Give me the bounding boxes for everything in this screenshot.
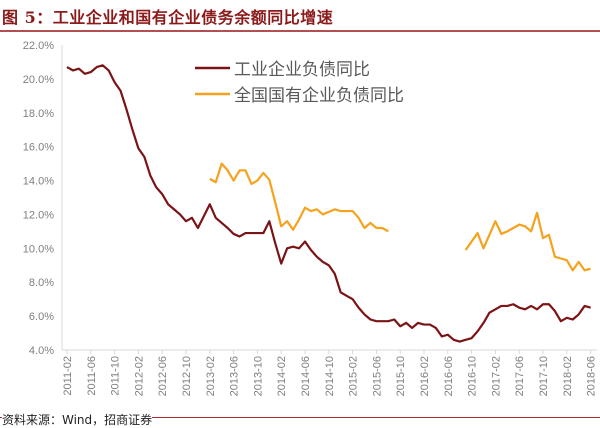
x-tick-label: 2012-10	[181, 356, 193, 396]
x-tick-label: 2014-02	[276, 356, 288, 396]
x-tick-label: 2015-06	[371, 356, 383, 396]
x-tick-label: 2013-06	[229, 356, 241, 396]
x-tick-label: 2018-06	[586, 356, 598, 396]
x-tick-label: 2013-02	[205, 356, 217, 396]
source-note: 资料来源：Wind，招商证券	[2, 411, 153, 428]
y-tick-label: 12.0%	[23, 209, 54, 221]
y-tick-label: 6.0%	[29, 311, 54, 323]
x-tick-label: 2015-10	[395, 356, 407, 396]
x-tick-label: 2013-10	[252, 356, 264, 396]
x-tick-label: 2014-06	[300, 356, 312, 396]
y-tick-label: 18.0%	[23, 108, 54, 120]
x-tick-label: 2016-02	[419, 356, 431, 396]
series-line-2	[464, 211, 591, 272]
x-tick-label: 2012-02	[133, 356, 145, 396]
x-tick-label: 2011-06	[86, 356, 98, 396]
x-tick-label: 2011-10	[110, 356, 122, 396]
x-tick-label: 2012-06	[157, 356, 169, 396]
x-tick-label: 2017-10	[538, 356, 550, 396]
legend-label-1: 工业企业负债同比	[234, 60, 370, 80]
x-tick-label: 2014-10	[324, 356, 336, 396]
figure-title: 图 5：工业企业和国有企业债务余额同比增速	[2, 8, 334, 27]
x-tick-label: 2018-02	[562, 356, 574, 396]
y-tick-label: 4.0%	[29, 345, 54, 357]
y-tick-label: 10.0%	[23, 243, 54, 255]
legend-label-2: 全国国有企业负债同比	[234, 86, 404, 106]
series-line-2	[209, 162, 389, 233]
y-tick-label: 8.0%	[29, 277, 54, 289]
y-tick-label: 14.0%	[23, 176, 54, 188]
x-tick-label: 2011-02	[62, 356, 74, 396]
x-tick-label: 2015-02	[348, 356, 360, 396]
y-tick-label: 22.0%	[23, 40, 54, 52]
bottom-divider	[0, 417, 600, 418]
x-tick-label: 2017-02	[490, 356, 502, 396]
y-tick-label: 20.0%	[23, 74, 54, 86]
x-tick-label: 2016-10	[467, 356, 479, 396]
x-tick-label: 2017-06	[514, 356, 526, 396]
x-tick-label: 2016-06	[443, 356, 455, 396]
series-line-1	[66, 64, 591, 343]
y-tick-label: 16.0%	[23, 142, 54, 154]
title-divider	[0, 30, 600, 32]
